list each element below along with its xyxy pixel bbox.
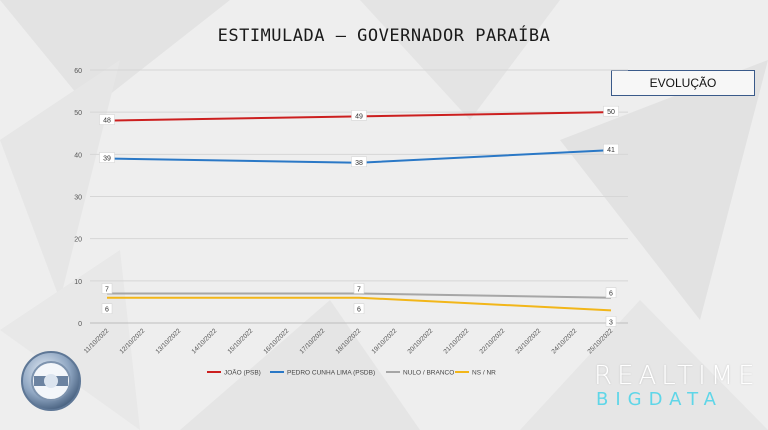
x-tick-label: 16/10/2022: [262, 327, 290, 355]
x-tick-label: 13/10/2022: [154, 327, 182, 355]
x-tick-label: 24/10/2022: [550, 327, 578, 355]
x-tick-label: 19/10/2022: [370, 327, 398, 355]
legend-label: PEDRO CUNHA LIMA (PSDB): [287, 370, 375, 377]
data-label-box: [101, 283, 113, 294]
data-label-box: [99, 152, 115, 163]
data-label: 6: [105, 307, 109, 314]
data-label-box: [605, 287, 617, 298]
data-label: 38: [355, 160, 363, 167]
legend-label: JOÃO (PSB): [224, 368, 261, 377]
data-label: 6: [609, 291, 613, 298]
data-label-box: [603, 143, 619, 155]
data-label: 6: [357, 307, 361, 314]
y-tick-label: 50: [74, 110, 82, 117]
data-label-box: [353, 303, 365, 314]
data-label: 41: [607, 147, 615, 154]
data-label: 48: [103, 118, 111, 125]
x-tick-label: 11/10/2022: [83, 327, 111, 355]
x-tick-label: 14/10/2022: [190, 327, 218, 355]
x-tick-label: 17/10/2022: [298, 327, 326, 355]
x-tick-label: 20/10/2022: [406, 327, 434, 355]
brand-line-2: BIGDATA: [596, 389, 723, 410]
evolution-badge: EVOLUÇÃO: [611, 70, 755, 96]
chart-title: ESTIMULADA – GOVERNADOR PARAÍBA: [217, 26, 551, 46]
data-label: 7: [357, 286, 361, 293]
data-label-box: [353, 283, 365, 294]
y-tick-label: 40: [74, 152, 82, 159]
data-label-box: [605, 316, 617, 327]
data-label: 49: [355, 113, 363, 120]
x-tick-label: 12/10/2022: [118, 327, 146, 355]
y-tick-label: 20: [74, 237, 82, 244]
x-tick-label: 23/10/2022: [514, 327, 542, 355]
data-label: 3: [609, 319, 613, 326]
data-label-box: [101, 303, 113, 314]
x-tick-label: 15/10/2022: [226, 327, 254, 355]
y-tick-label: 0: [78, 321, 82, 328]
brand-logo: REALTIME BIGDATA: [594, 361, 760, 410]
y-tick-label: 30: [74, 195, 82, 202]
data-label: 50: [607, 109, 615, 116]
data-label: 39: [103, 156, 111, 163]
brand-line-1: REALTIME: [594, 361, 760, 391]
y-tick-label: 60: [74, 68, 82, 75]
data-label: 7: [105, 286, 109, 293]
x-tick-label: 21/10/2022: [442, 327, 470, 355]
data-label-box: [603, 105, 619, 117]
x-tick-label: 25/10/2022: [586, 327, 614, 355]
data-label-box: [351, 110, 367, 121]
data-label-box: [351, 156, 367, 168]
legend-label: NS / NR: [472, 370, 496, 377]
y-tick-label: 10: [74, 279, 82, 286]
data-label-box: [99, 114, 115, 125]
record-tv-logo-icon: [21, 351, 81, 411]
x-tick-label: 22/10/2022: [478, 327, 506, 355]
legend-label: NULO / BRANCO: [403, 370, 454, 377]
series-line: [107, 296, 612, 312]
x-tick-label: 18/10/2022: [334, 327, 362, 355]
